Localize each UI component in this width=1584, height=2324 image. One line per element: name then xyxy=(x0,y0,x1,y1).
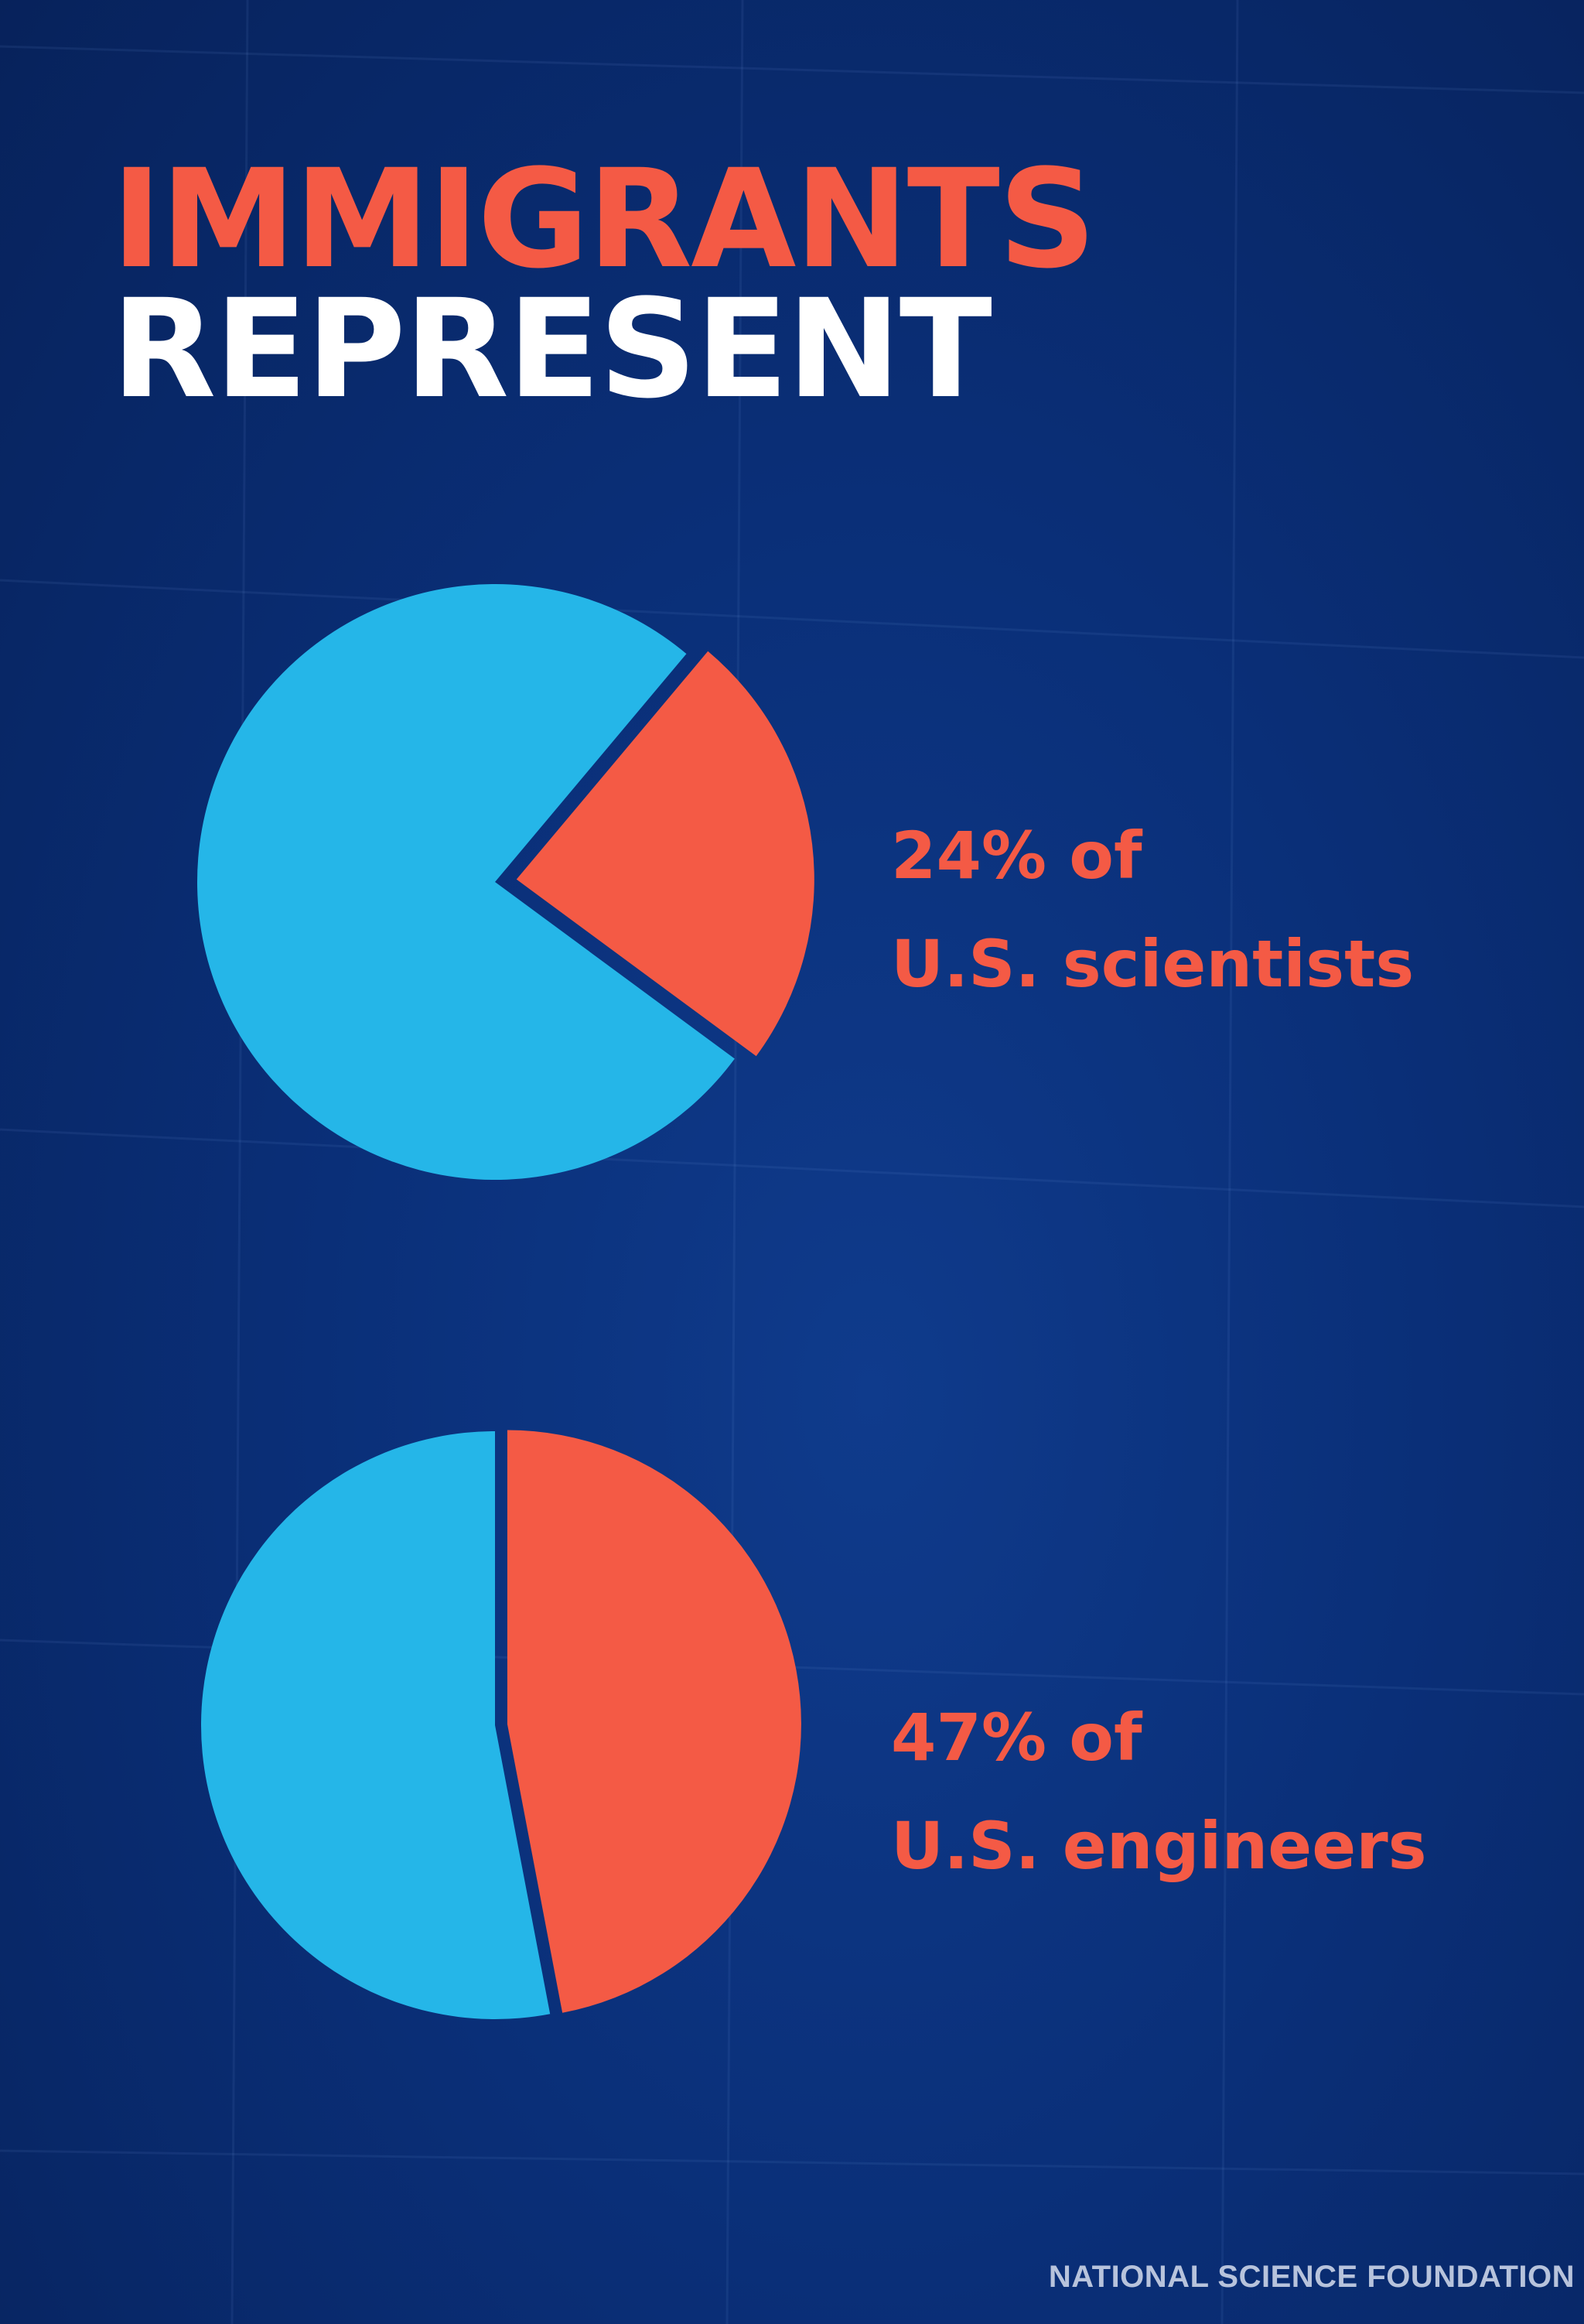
pie-label-engineers-line-1: 47% of xyxy=(891,1700,1142,1775)
pie-label-scientists-line-2: U.S. scientists xyxy=(891,926,1415,1002)
pie-chart-engineers xyxy=(201,1430,801,2019)
pie-chart-scientists xyxy=(197,584,814,1180)
title-line-represent: REPRESENT xyxy=(111,270,992,429)
title-line-immigrants: IMMIGRANTS xyxy=(111,140,1097,299)
grid-line xyxy=(0,45,1584,94)
grid-line xyxy=(1220,0,1239,2324)
source-credit: NATIONAL SCIENCE FOUNDATION xyxy=(1048,2260,1575,2294)
pie-engineers-slice-immigrants xyxy=(507,1430,801,2013)
pie-label-scientists: 24% of U.S. scientists xyxy=(891,801,1414,1018)
pie-engineers-slice-other xyxy=(201,1431,551,2019)
pie-label-engineers: 47% of U.S. engineers xyxy=(891,1683,1427,1900)
grid-line xyxy=(0,2149,1584,2175)
pie-label-engineers-line-2: U.S. engineers xyxy=(891,1808,1427,1884)
pie-scientists-slice-immigrants xyxy=(516,651,814,1057)
pie-label-scientists-line-1: 24% of xyxy=(891,818,1142,894)
grid-line xyxy=(725,0,744,2324)
pie-scientists-slice-other xyxy=(197,584,735,1180)
grid-line xyxy=(0,579,1584,659)
grid-line xyxy=(0,1128,1584,1208)
grid-line xyxy=(230,0,249,2324)
